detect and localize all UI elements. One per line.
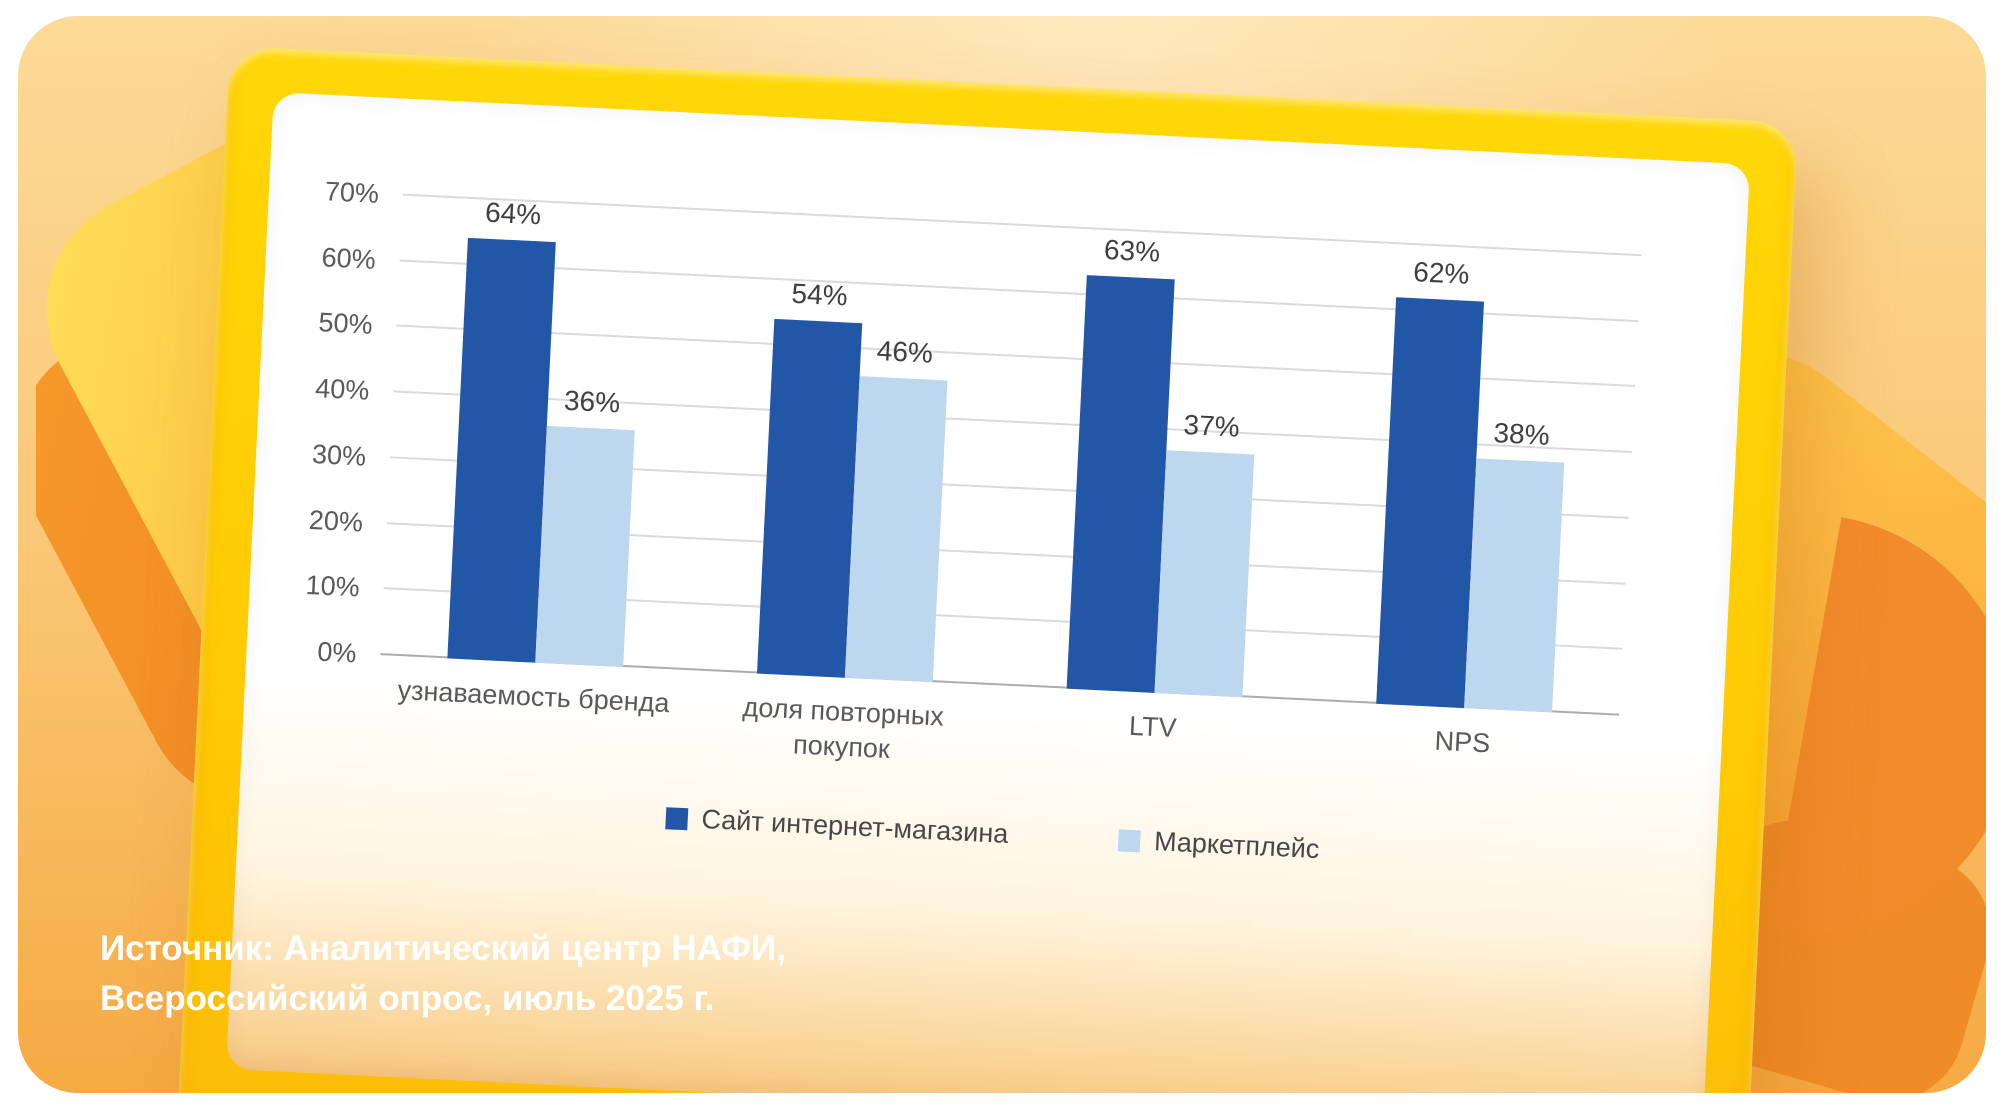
bar-light: 46% [844, 335, 948, 683]
y-tick-label: 10% [304, 570, 361, 603]
bar-light: 37% [1154, 409, 1255, 698]
bar-chart: 0% 10% 20% 30% 40% 50% 60% 70% 64% 36% 54% 46% 63% 3… [266, 136, 1718, 934]
bar-value-label: 54% [790, 277, 849, 312]
bar-group: 54% 46% [690, 211, 1022, 686]
bar-value-label: 64% [484, 197, 542, 231]
bar-value-label: 37% [1182, 408, 1241, 443]
bar-value-label: 62% [1412, 255, 1471, 290]
category-label: LTV [1128, 710, 1178, 744]
bar-light: 36% [535, 385, 635, 667]
y-tick-label: 20% [308, 504, 364, 538]
category-label: NPS [1434, 725, 1491, 759]
legend-swatch [664, 806, 689, 830]
plot-area: 64% 36% 54% 46% 63% 37% 62% 38% [380, 193, 1642, 716]
bar-value-label: 38% [1492, 417, 1551, 452]
bar-value-label: 63% [1103, 233, 1161, 268]
source-line-1: Источник: Аналитический центр НАФИ, [100, 929, 786, 968]
category-label: доля повторных покупок [741, 691, 945, 765]
legend-label: Маркетплейс [1153, 826, 1321, 865]
y-tick-label: 50% [317, 307, 374, 341]
y-tick-label: 70% [324, 176, 380, 209]
legend-item: Маркетплейс [1117, 824, 1320, 865]
bar-group: 63% 37% [1000, 226, 1332, 701]
background-card: 0% 10% 20% 30% 40% 50% 60% 70% 64% 36% 54% 46% 63% 3… [18, 16, 1986, 1093]
bar-value-label: 46% [876, 334, 934, 369]
source-line-2: Всероссийский опрос, июль 2025 г. [100, 978, 715, 1018]
y-tick-label: 0% [316, 636, 358, 669]
bars: 64% 36% 54% 46% 63% 37% 62% 38% [380, 196, 1641, 716]
legend-label: Сайт интернет-магазина [700, 803, 1010, 849]
legend-item: Сайт интернет-магазина [664, 802, 1010, 850]
y-tick-label: 40% [314, 373, 371, 406]
y-tick-label: 30% [311, 438, 367, 472]
bar-group: 62% 38% [1309, 241, 1641, 716]
y-tick-label: 60% [321, 241, 377, 275]
bar-value-label: 36% [563, 385, 621, 419]
y-axis: 0% 10% 20% 30% 40% 50% 60% 70% [277, 176, 391, 668]
bar-group: 64% 36% [380, 196, 712, 671]
legend: Сайт интернет-магазина Маркетплейс [372, 788, 1612, 880]
legend-swatch [1117, 828, 1141, 852]
category-label: узнаваемость бренда [396, 674, 671, 719]
source-caption: Источник: Аналитический центр НАФИ, Всер… [100, 924, 786, 1023]
bar-light: 38% [1464, 418, 1565, 713]
bar-dark: 54% [756, 278, 863, 678]
